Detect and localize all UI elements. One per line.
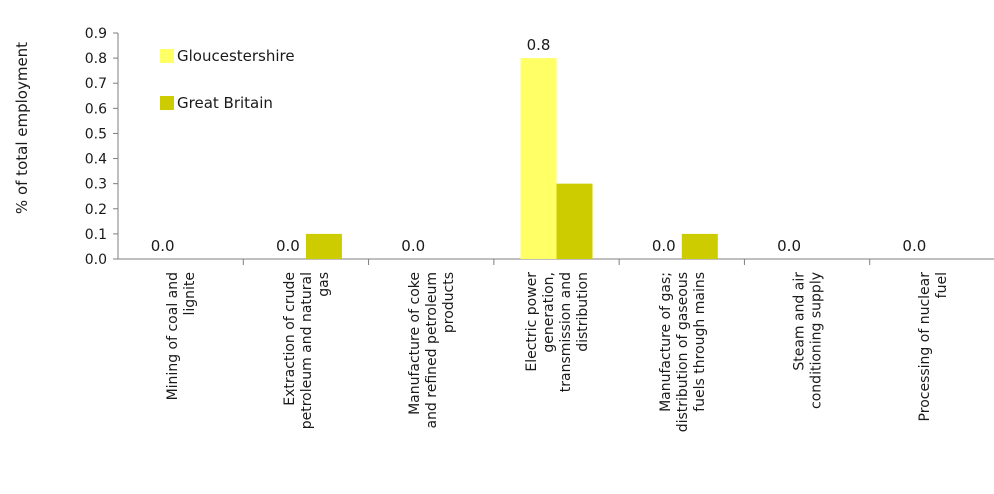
category-label-line: Manufacture of gas;: [658, 272, 674, 412]
legend-label: Gloucestershire: [177, 47, 295, 65]
y-tick-label: 0.6: [85, 101, 107, 117]
bars: [305, 58, 718, 259]
category-label: Extraction of crude petroleum and natural…: [282, 272, 332, 429]
bar-gloucestershire: [520, 58, 557, 259]
bar-great-britain: [556, 183, 593, 259]
data-label: 0.0: [902, 237, 926, 255]
category-label-line: distribution: [575, 272, 591, 352]
category-label-line: Steam and air: [792, 272, 808, 371]
y-tick-label: 0.9: [85, 26, 107, 42]
category-label-line: products: [441, 272, 457, 333]
category-label-line: Processing of nuclear: [917, 272, 933, 422]
y-axis-label: % of total employment: [13, 42, 31, 214]
bar-great-britain: [681, 233, 718, 259]
data-label: 0.0: [151, 237, 175, 255]
y-tick-label: 0.5: [85, 126, 107, 142]
legend-label: Great Britain: [177, 94, 273, 112]
category-label-line: Mining of coal and: [165, 272, 181, 400]
y-tick-label: 0.8: [85, 51, 107, 67]
category-label-line: conditioning supply: [809, 272, 825, 409]
category-label: Steam and air conditioning supply: [792, 272, 825, 409]
y-tick-label: 0.2: [85, 202, 107, 218]
category-label-line: fuels through mains: [692, 272, 708, 412]
category-label-line: Manufacture of coke: [407, 272, 423, 415]
category-label-line: transmission and: [558, 272, 574, 392]
y-tick-label: 0.0: [85, 252, 107, 268]
data-labels: 0.0 0.0 0.0 0.8 0.0 0.0 0.0: [151, 36, 927, 255]
axes: 0.0 0.1 0.2 0.3 0.4 0.5 0.6 0.7 0.8 0.9: [85, 26, 994, 268]
category-label: Mining of coal and lignite: [165, 272, 198, 400]
data-label: 0.0: [401, 237, 425, 255]
data-label: 0.0: [652, 237, 676, 255]
category-label-line: and refined petroleum: [424, 272, 440, 429]
y-tick-label: 0.4: [85, 152, 107, 168]
data-label: 0.0: [276, 237, 300, 255]
category-label-line: distribution of gaseous: [675, 272, 691, 432]
legend: Gloucestershire Great Britain: [160, 47, 295, 112]
category-label-line: gas: [316, 272, 332, 297]
data-label: 0.0: [777, 237, 801, 255]
category-label-line: generation,: [541, 272, 557, 353]
category-label: Electric power generation, transmission an…: [524, 272, 591, 392]
y-tick-label: 0.3: [85, 177, 107, 193]
category-labels: Mining of coal and lignite Extraction of c…: [165, 272, 950, 433]
category-label: Manufacture of coke and refined petroleum…: [407, 272, 457, 429]
legend-swatch: [160, 96, 174, 110]
y-tick-label: 0.1: [85, 227, 107, 243]
category-label: Manufacture of gas; distribution of gaseo…: [658, 272, 708, 432]
category-label-line: petroleum and natural: [299, 272, 315, 429]
category-label-line: Extraction of crude: [282, 272, 298, 406]
bar-great-britain: [305, 233, 342, 259]
category-label-line: fuel: [934, 272, 950, 298]
y-tick-label: 0.7: [85, 76, 107, 92]
category-label: Processing of nuclear fuel: [917, 272, 950, 422]
category-label-line: Electric power: [524, 272, 540, 372]
data-label: 0.8: [527, 36, 551, 54]
legend-swatch: [160, 49, 174, 63]
category-label-line: lignite: [182, 272, 198, 316]
